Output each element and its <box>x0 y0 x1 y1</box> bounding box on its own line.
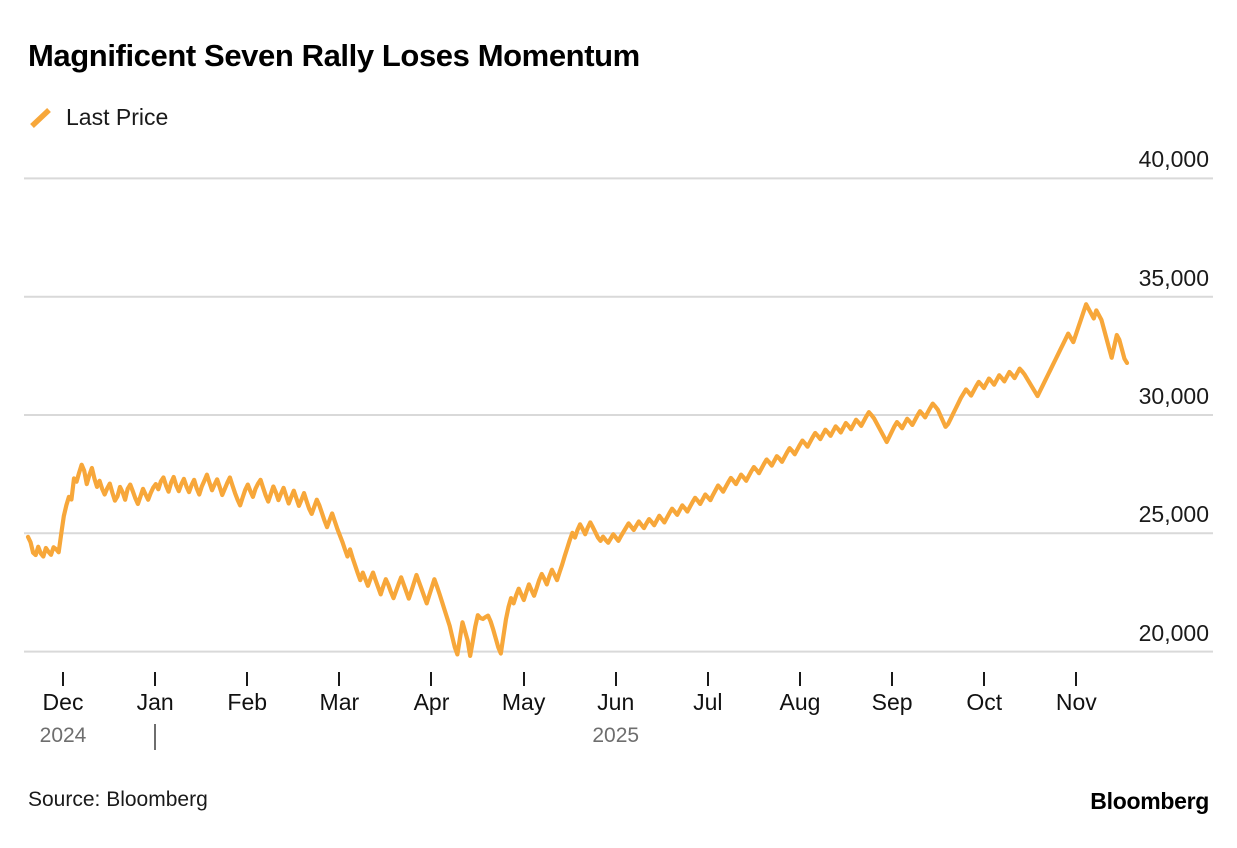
x-axis-tick <box>430 672 433 686</box>
x-axis-tick <box>62 672 64 686</box>
x-axis-tick-label: Nov <box>1055 689 1097 715</box>
y-axis-tick-label: 25,000 <box>1138 501 1209 528</box>
brand-logo: Bloomberg <box>1090 788 1209 814</box>
chart-legend: Last Price <box>28 104 168 131</box>
x-axis-tick-label: Apr <box>413 689 450 715</box>
x-axis-tick-label: Jun <box>597 689 635 715</box>
x-axis-tick <box>891 672 894 686</box>
x-axis-tick-label: Sep <box>871 689 913 715</box>
x-axis-tick-label: Mar <box>319 689 360 715</box>
y-axis-tick-label: 20,000 <box>1138 619 1209 646</box>
legend-item-label: Last Price <box>66 104 169 130</box>
x-axis-tick-label: Oct <box>966 689 1003 715</box>
x-axis-tick <box>706 672 709 686</box>
x-axis-tick-label: Aug <box>779 689 821 715</box>
y-axis-tick-label: 35,000 <box>1138 264 1209 291</box>
x-axis-year-label: 2024 <box>39 724 87 747</box>
year-boundary-divider <box>154 724 157 750</box>
x-axis-tick-label: Jul <box>693 689 723 715</box>
y-axis-tick-label: 30,000 <box>1138 383 1209 409</box>
y-axis-tick-label: 40,000 <box>1138 146 1209 173</box>
x-axis-tick <box>614 672 617 686</box>
x-axis: Dec Jan Feb Mar Apr May Jun Jul Aug Sep Oct Nov 2024… <box>0 672 1237 772</box>
x-axis-tick-label: Dec <box>42 689 84 715</box>
x-axis-tick-label: Feb <box>227 689 268 715</box>
x-axis-year-label: 2025 <box>592 724 640 747</box>
series-line-group <box>25 302 1130 658</box>
source-note: Source: Bloomberg <box>28 788 208 811</box>
gridlines <box>24 177 1213 653</box>
page-title: Magnificent Seven Rally Loses Momentum <box>28 38 640 73</box>
x-axis-tick-label: May <box>501 689 546 715</box>
x-axis-tick <box>522 672 525 686</box>
x-axis-tick <box>983 672 986 686</box>
x-axis-tick <box>1075 672 1078 686</box>
x-axis-tick <box>154 672 157 686</box>
series-line-last-price <box>25 302 1130 658</box>
x-axis-tick <box>338 672 341 686</box>
chart-canvas <box>24 177 1213 658</box>
plot-area: 20,000 25,000 30,000 35,000 40,000 <box>0 146 1237 680</box>
chart-footer: Source: Bloomberg Bloomberg <box>0 788 1237 828</box>
line-swatch-icon <box>30 107 51 128</box>
x-axis-tick <box>246 672 249 686</box>
x-axis-tick <box>798 672 801 686</box>
x-axis-tick-label: Jan <box>136 689 174 715</box>
